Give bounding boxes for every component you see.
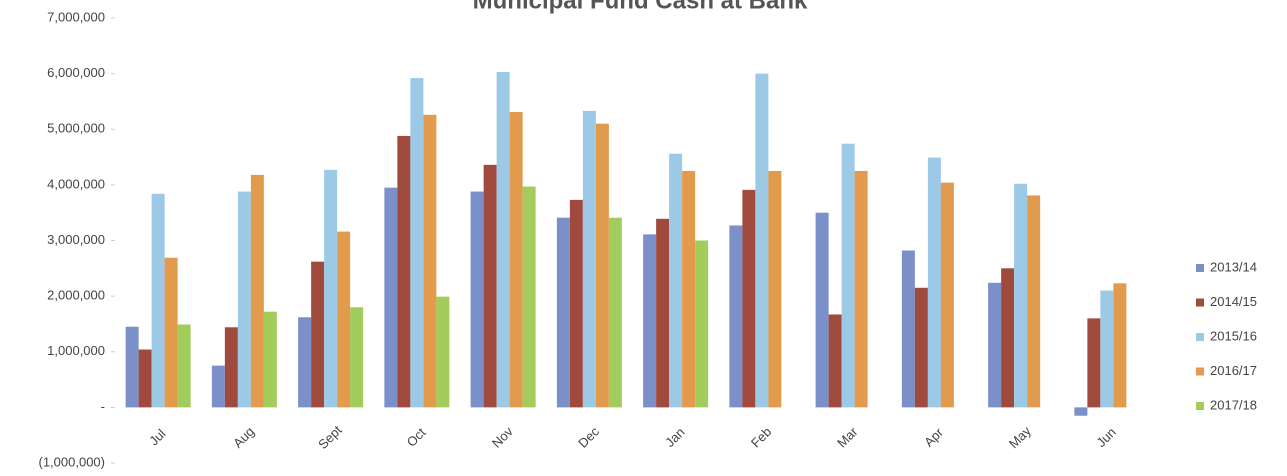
bar — [729, 225, 743, 408]
bar — [423, 114, 437, 408]
bar — [841, 143, 855, 408]
chart-title: Municipal Fund Cash at Bank — [473, 0, 808, 14]
bar — [927, 157, 941, 408]
y-tick-label: 6,000,000 — [47, 65, 105, 80]
bar — [914, 287, 928, 408]
x-tick-label: Feb — [748, 424, 774, 450]
legend-label: 2016/17 — [1210, 363, 1257, 378]
bar — [177, 324, 191, 408]
bar — [828, 314, 842, 408]
bar — [151, 193, 165, 408]
x-tick-label: Jul — [146, 426, 168, 448]
bar — [1014, 183, 1028, 408]
y-tick-label: 4,000,000 — [47, 176, 105, 191]
bar — [164, 257, 178, 408]
x-tick-label: Jun — [1093, 425, 1118, 450]
bar — [569, 199, 583, 408]
bar — [337, 231, 351, 408]
bar — [397, 135, 411, 408]
bar — [496, 71, 510, 408]
bar — [1027, 195, 1041, 408]
bar — [311, 261, 325, 408]
x-tick-label: Jan — [662, 425, 687, 450]
y-tick-label: (1,000,000) — [39, 454, 106, 469]
legend-label: 2013/14 — [1210, 259, 1257, 274]
bar — [224, 327, 238, 408]
x-tick-label: Dec — [575, 423, 602, 450]
x-tick-label: May — [1006, 423, 1034, 451]
bar — [138, 349, 152, 408]
bar — [656, 218, 670, 408]
bar — [582, 110, 596, 408]
legend-label: 2015/16 — [1210, 328, 1257, 343]
bar — [768, 170, 782, 408]
x-tick-label: Sept — [315, 422, 345, 452]
bar — [384, 187, 398, 408]
bar — [695, 240, 709, 408]
y-tick-label: 7,000,000 — [47, 9, 105, 24]
legend-label: 2017/18 — [1210, 397, 1257, 412]
bar — [324, 169, 338, 408]
bar — [1001, 268, 1015, 408]
legend-swatch — [1196, 264, 1204, 272]
legend-label: 2014/15 — [1210, 294, 1257, 309]
y-tick-label: - — [101, 399, 105, 414]
legend-swatch — [1196, 402, 1204, 410]
y-tick-label: 1,000,000 — [47, 343, 105, 358]
bar — [298, 317, 312, 408]
bar — [815, 212, 829, 408]
x-tick-label: Nov — [489, 423, 516, 450]
bar — [522, 186, 536, 408]
bar — [901, 250, 915, 408]
x-tick-label: Mar — [834, 424, 861, 451]
bar — [509, 112, 523, 408]
bar — [350, 307, 364, 408]
y-tick-label: 5,000,000 — [47, 121, 105, 136]
bar — [470, 191, 484, 408]
bar — [125, 326, 139, 408]
x-tick-label: Oct — [404, 425, 429, 450]
bar — [556, 217, 570, 408]
bar — [1074, 407, 1088, 416]
bar — [410, 78, 424, 408]
bar — [436, 296, 450, 408]
bar — [755, 73, 769, 408]
bar — [483, 164, 497, 408]
legend-swatch — [1196, 298, 1204, 307]
bar — [211, 365, 225, 408]
bar — [940, 182, 954, 408]
legend-swatch — [1196, 367, 1204, 376]
x-tick-label: Aug — [230, 424, 257, 451]
bar — [854, 170, 868, 408]
bar — [1087, 318, 1101, 408]
bar — [742, 189, 756, 408]
bar — [237, 191, 251, 408]
bar — [263, 311, 277, 408]
bar — [682, 170, 696, 408]
bar — [669, 153, 683, 408]
bar — [988, 282, 1002, 408]
bar — [1113, 283, 1127, 408]
y-tick-label: 2,000,000 — [47, 288, 105, 303]
y-tick-label: 3,000,000 — [47, 232, 105, 247]
bar — [1100, 290, 1114, 408]
legend-swatch — [1196, 333, 1204, 341]
bar — [595, 123, 609, 408]
bar — [643, 234, 657, 408]
bar — [608, 217, 622, 408]
x-tick-label: Apr — [921, 424, 946, 449]
bar — [250, 174, 264, 408]
